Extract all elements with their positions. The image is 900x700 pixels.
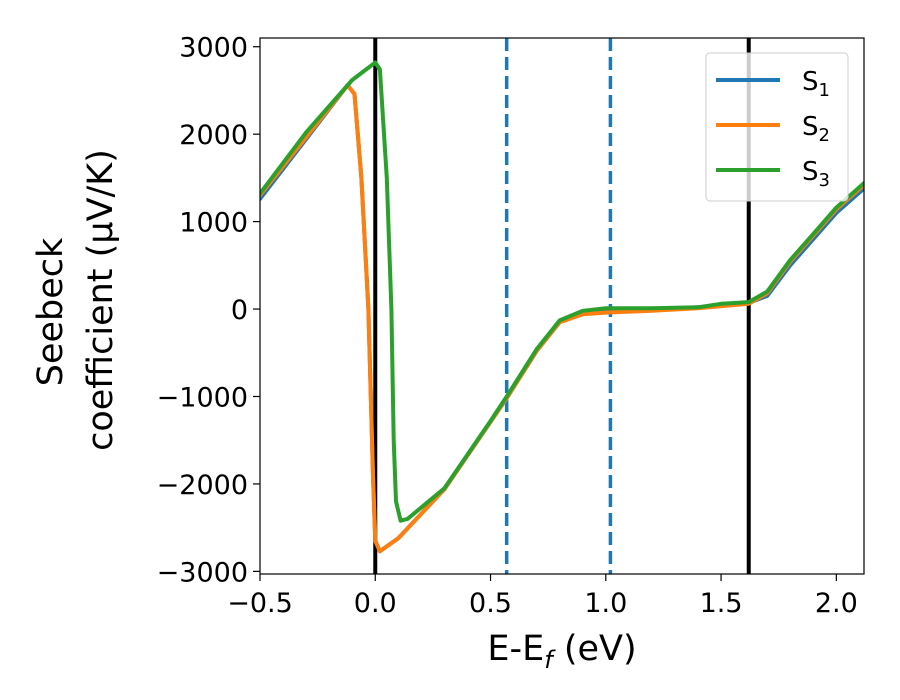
y-axis-ticks: 3000 2000 1000 0 −1000 −2000 −3000	[157, 33, 260, 588]
y-tick-label: 3000	[179, 33, 248, 64]
x-tick-label: 0.0	[354, 588, 397, 619]
legend-label-2: S2	[802, 112, 830, 146]
y-axis-title-line1: Seebeck	[31, 237, 71, 386]
y-tick-label: 2000	[179, 120, 248, 151]
legend-label-3: S3	[802, 157, 830, 191]
y-tick-label: 0	[231, 295, 248, 326]
x-axis-title: E-Ef (eV)	[487, 629, 636, 674]
x-tick-label: 1.0	[584, 588, 627, 619]
x-axis-ticks: −0.5 0.0 0.5 1.0 1.5 2.0	[227, 574, 858, 619]
x-tick-label: 2.0	[815, 588, 858, 619]
y-tick-label: 1000	[179, 208, 248, 239]
y-tick-label: −3000	[157, 557, 248, 588]
plot-frame	[259, 37, 865, 575]
legend: S1 S2 S3	[705, 52, 849, 202]
x-tick-label: 0.5	[469, 588, 512, 619]
y-tick-label: −1000	[157, 382, 248, 413]
y-tick-label: −2000	[157, 470, 248, 501]
x-tick-label: 1.5	[700, 588, 743, 619]
series-line-3	[260, 60, 864, 523]
legend-label-1: S1	[802, 67, 830, 101]
x-tick-label: −0.5	[227, 588, 293, 619]
series-lines	[260, 60, 864, 554]
y-axis-title-line2: coefficient (μV/K)	[81, 149, 121, 451]
